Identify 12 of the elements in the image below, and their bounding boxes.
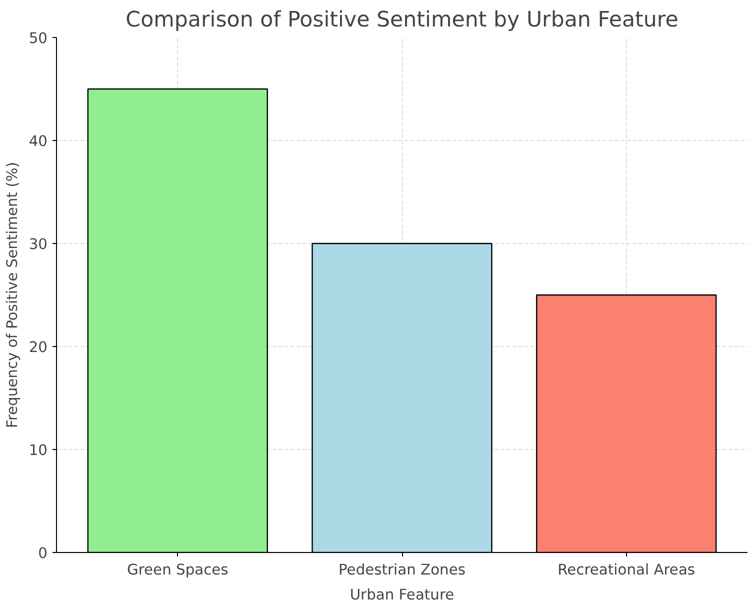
x-tick-label: Recreational Areas xyxy=(558,562,696,578)
y-tick-label: 20 xyxy=(28,339,48,356)
x-axis-title: Urban Feature xyxy=(350,586,454,604)
x-tick-label: Pedestrian Zones xyxy=(338,562,466,578)
y-tick-label: 10 xyxy=(28,442,48,459)
y-tick-label: 50 xyxy=(28,30,48,47)
x-tick-label: Green Spaces xyxy=(126,562,228,578)
y-tick-label: 40 xyxy=(28,133,48,150)
y-axis-title: Frequency of Positive Sentiment (%) xyxy=(4,162,21,428)
y-tick-label: 0 xyxy=(38,545,48,562)
y-tick-label: 30 xyxy=(28,236,48,253)
chart-title: Comparison of Positive Sentiment by Urban Feature xyxy=(126,8,678,32)
